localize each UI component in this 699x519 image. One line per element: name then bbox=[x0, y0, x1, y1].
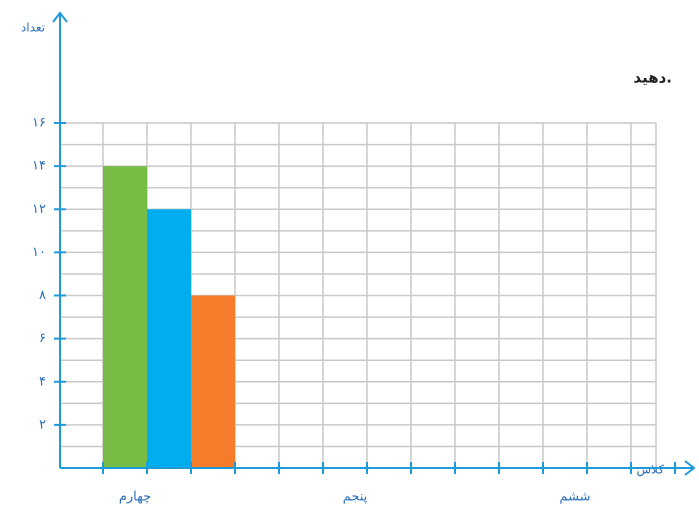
x-tick-label: چهارم bbox=[119, 490, 151, 505]
y-tick-label: ۱۴ bbox=[32, 159, 46, 174]
x-tick-label: پنجم bbox=[343, 490, 368, 505]
y-axis bbox=[52, 11, 68, 468]
y-tick-label: ۱۰ bbox=[32, 245, 46, 260]
y-axis-label: تعداد bbox=[21, 21, 45, 35]
bar bbox=[191, 295, 235, 468]
y-tick-label: ۸ bbox=[39, 288, 46, 303]
bar bbox=[103, 166, 147, 468]
x-tick-label: ششم bbox=[559, 490, 590, 505]
y-tick-label: ۶ bbox=[39, 331, 46, 346]
y-tick-label: ۱۲ bbox=[32, 202, 46, 217]
y-tick-label: ۴ bbox=[39, 374, 46, 389]
annotation: دهید. bbox=[633, 69, 672, 87]
y-tick-label: ۲ bbox=[39, 417, 46, 432]
y-tick-label: ۱۶ bbox=[32, 116, 46, 131]
x-axis-label: کلاس bbox=[636, 463, 664, 478]
bar bbox=[147, 209, 191, 468]
